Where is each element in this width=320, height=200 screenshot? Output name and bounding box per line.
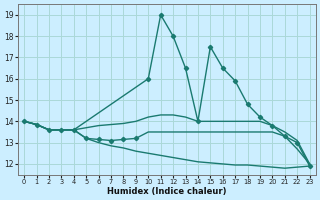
X-axis label: Humidex (Indice chaleur): Humidex (Indice chaleur) <box>107 187 227 196</box>
